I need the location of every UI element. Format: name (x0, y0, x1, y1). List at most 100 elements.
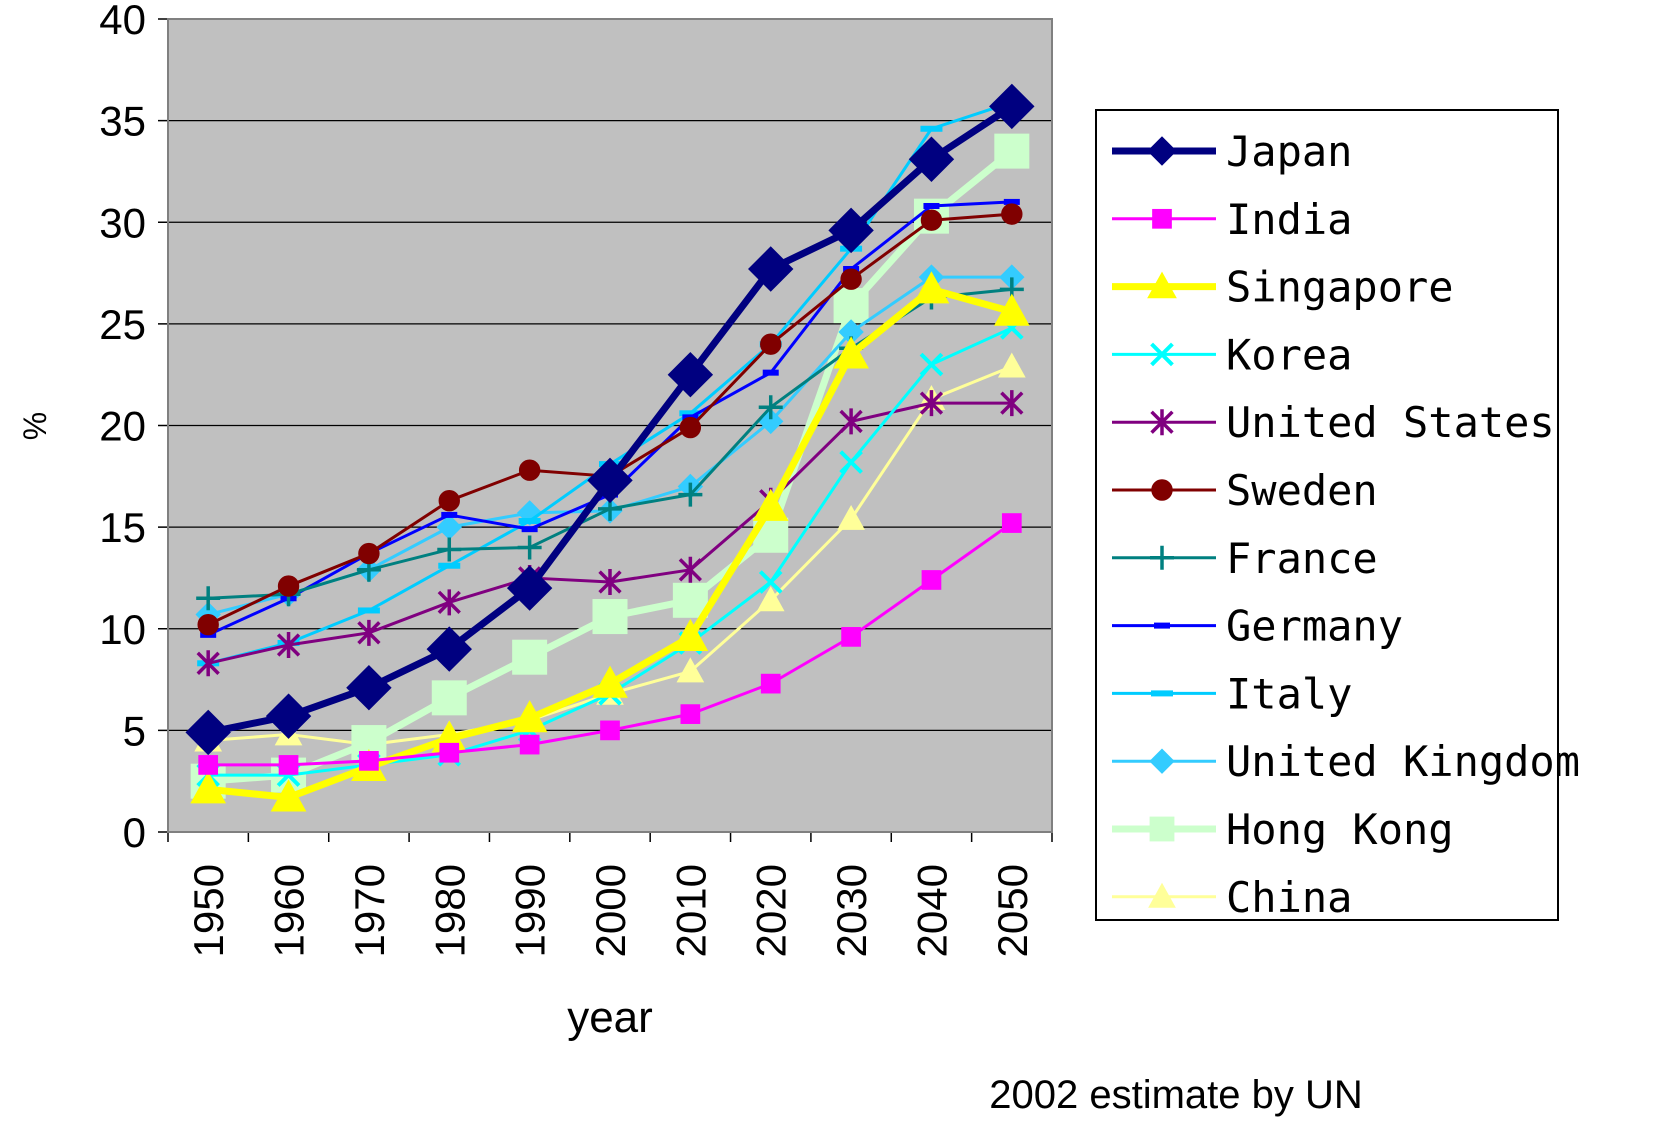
y-axis-label: % (17, 412, 53, 440)
y-tick-label: 10 (99, 606, 146, 653)
legend-swatch-marker (1151, 690, 1173, 697)
legend-item-korea: Korea (1112, 330, 1352, 379)
legend-label: Sweden (1226, 466, 1378, 515)
data-point-united-states (598, 569, 622, 596)
data-point-china (756, 586, 785, 612)
data-point-india (680, 704, 701, 724)
data-point-sweden (840, 268, 862, 290)
data-point-hong-kong (994, 133, 1030, 169)
legend-label: Korea (1226, 330, 1352, 379)
data-point-united-states (678, 556, 703, 583)
legend-swatch-marker (1152, 208, 1172, 229)
legend-label: Hong Kong (1226, 805, 1454, 854)
data-point-hong-kong (592, 599, 628, 635)
y-tick-label: 20 (99, 403, 146, 450)
data-point-hong-kong (833, 288, 869, 324)
series-layer (185, 83, 1035, 812)
legend-item-sweden: Sweden (1112, 466, 1378, 515)
data-point-india (921, 570, 942, 590)
data-point-singapore (993, 293, 1030, 326)
data-point-japan (908, 136, 955, 182)
legend-item-italy: Italy (1112, 669, 1352, 718)
data-point-france (758, 395, 783, 420)
legend-label: Singapore (1226, 263, 1454, 312)
data-point-singapore (190, 771, 227, 804)
data-point-germany (1003, 198, 1020, 205)
legend-swatch-marker (1150, 409, 1174, 436)
y-tick-label: 25 (99, 301, 146, 348)
data-point-sweden (358, 542, 380, 565)
data-point-china (837, 504, 865, 530)
data-point-united-states (919, 390, 944, 417)
legend-item-india: India (1112, 195, 1352, 244)
x-tick-label: 2020 (748, 864, 795, 957)
legend-label: China (1226, 873, 1352, 922)
data-point-france (437, 537, 462, 562)
data-point-china (997, 352, 1026, 378)
data-point-korea (758, 570, 783, 594)
data-point-italy (679, 410, 702, 417)
data-point-japan (587, 457, 633, 504)
data-point-italy (920, 125, 943, 132)
legend-item-france: France (1112, 534, 1378, 583)
data-point-india (841, 627, 861, 647)
data-point-hong-kong (512, 639, 548, 675)
y-tick-label: 40 (99, 0, 146, 43)
data-point-germany (762, 369, 779, 376)
data-point-united-states (1000, 390, 1024, 417)
data-point-india (519, 734, 540, 755)
series-india (198, 513, 1022, 775)
data-point-germany (923, 202, 940, 209)
x-tick-label: 2000 (587, 864, 634, 957)
y-axis-ticks: 0 5 10 15 20 25 30 35 40 (99, 0, 168, 856)
legend-item-united-kingdom: United Kingdom (1112, 737, 1580, 786)
data-point-hong-kong (431, 680, 467, 716)
legend-box (1095, 109, 1559, 921)
data-point-germany (521, 526, 538, 533)
y-tick-label: 30 (99, 199, 146, 246)
data-point-france (678, 482, 703, 507)
legend-swatch-marker (1147, 271, 1177, 299)
x-axis-ticks: 1950 1960 1970 1980 1990 2000 2010 2020 2030 2040… (167, 832, 1053, 957)
data-point-sweden (1001, 203, 1023, 225)
legend: Japan India Singapore Korea United States Swe… (1095, 109, 1580, 922)
data-point-singapore (672, 618, 709, 651)
data-point-sweden (518, 459, 541, 481)
legend-label: France (1226, 534, 1378, 583)
data-point-sweden (277, 575, 300, 597)
data-point-japan (265, 693, 312, 739)
data-point-france (196, 586, 221, 611)
data-point-japan (506, 565, 553, 611)
data-point-italy (438, 562, 461, 569)
legend-label: United States (1226, 398, 1555, 447)
data-point-singapore (270, 779, 307, 812)
data-point-india (439, 742, 460, 763)
data-point-india (1001, 513, 1022, 533)
data-point-india (198, 755, 219, 775)
data-point-india (278, 755, 299, 775)
data-point-united-states (196, 650, 220, 677)
data-point-france (517, 535, 542, 560)
legend-label: Germany (1226, 602, 1403, 651)
data-point-singapore (592, 665, 628, 698)
data-point-japan (667, 351, 714, 398)
data-point-sweden (197, 613, 219, 636)
data-point-japan (346, 664, 392, 711)
data-point-china (676, 657, 705, 683)
source-note: 2002 estimate by UN (989, 1073, 1363, 1117)
data-point-singapore (833, 336, 869, 369)
y-tick-label: 0 (123, 809, 146, 856)
data-point-japan (426, 626, 472, 672)
data-point-united-states (357, 619, 381, 646)
x-tick-label: 1980 (426, 864, 473, 957)
legend-item-china: China (1112, 873, 1352, 922)
legend-label: India (1226, 195, 1352, 244)
x-tick-label: 1990 (507, 864, 554, 957)
data-point-japan (748, 246, 794, 292)
x-axis-label: year (567, 993, 653, 1042)
x-tick-label: 2010 (667, 864, 714, 957)
x-tick-label: 2040 (908, 864, 955, 957)
y-tick-label: 35 (99, 98, 146, 145)
legend-item-singapore: Singapore (1112, 263, 1454, 312)
